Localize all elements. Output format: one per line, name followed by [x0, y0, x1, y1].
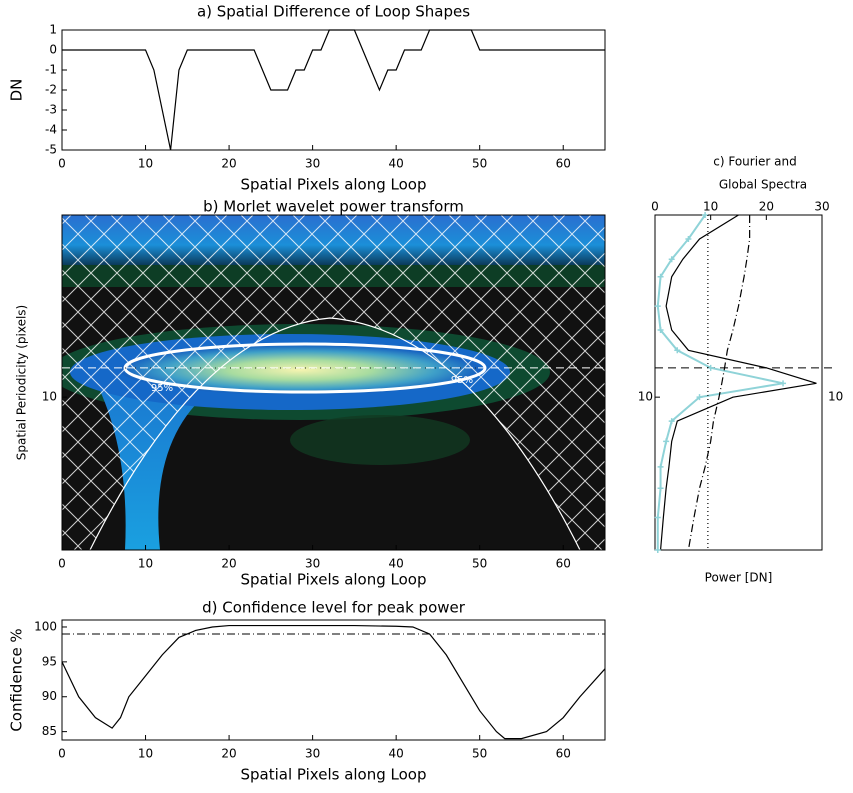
y-axis-label: Confidence % [8, 628, 26, 731]
x-tick-label: 40 [389, 557, 404, 571]
spectrum-marker [654, 303, 661, 310]
x-tick-label: 20 [221, 747, 236, 761]
x-tick-label: 20 [221, 557, 236, 571]
x-tick-label: 30 [305, 557, 320, 571]
contour-label: 95% [451, 375, 473, 386]
spectrum-marker [657, 327, 664, 334]
plot-frame [61, 29, 606, 151]
x-tick-label: 40 [389, 747, 404, 761]
y-tick-label: 1 [49, 23, 57, 37]
spectrum-marker [780, 380, 787, 387]
spectrum-marker [668, 418, 675, 425]
x-tick-label: 60 [556, 157, 571, 171]
y-tick-label: 90 [42, 689, 57, 703]
chart-title: d) Confidence level for peak power [202, 599, 466, 617]
plot-frame [654, 214, 823, 551]
y-tick-label: 0 [49, 43, 57, 57]
map-region [290, 415, 470, 465]
x-tick-label: 0 [651, 200, 659, 214]
y-tick-label: -2 [45, 83, 57, 97]
x-tick-label: 50 [472, 557, 487, 571]
spectrum-marker [668, 256, 675, 263]
spectrum-marker [654, 547, 661, 553]
x-tick-label: 50 [472, 747, 487, 761]
cone-hatch [62, 215, 605, 550]
x-tick-label: 20 [221, 157, 236, 171]
y-tick-label: 95 [42, 654, 57, 668]
y-tick-label: 10 [42, 390, 57, 404]
y-tick-label: 85 [42, 724, 57, 738]
data-line [61, 624, 606, 740]
x-tick-label: 0 [58, 747, 66, 761]
chart-title: a) Spatial Difference of Loop Shapes [197, 3, 470, 21]
spectrum-line [659, 214, 817, 551]
x-tick-label: 10 [703, 200, 718, 214]
spectrum-marker [685, 235, 692, 242]
spectrum-marker [657, 273, 664, 280]
spectrum-line [687, 215, 751, 551]
x-tick-label: 0 [58, 557, 66, 571]
x-tick-label: 30 [814, 200, 829, 214]
x-tick-label: 30 [305, 747, 320, 761]
x-tick-label: 40 [389, 157, 404, 171]
x-tick-label: 50 [472, 157, 487, 171]
y-tick-label: 10 [638, 390, 653, 404]
x-axis-label: Power [DN] [705, 571, 773, 585]
y-tick-label: -5 [45, 143, 57, 157]
y-tick-label: -4 [45, 123, 57, 137]
x-axis-label: Spatial Pixels along Loop [241, 176, 427, 194]
spectrum-marker [707, 364, 714, 371]
x-tick-label: 60 [556, 557, 571, 571]
cone-of-influence [89, 317, 581, 550]
chart-title: b) Morlet wavelet power transform [203, 198, 464, 216]
y-axis-label: Spatial Periodicity (pixels) [15, 305, 29, 460]
spectrum-marker [702, 212, 709, 218]
chart-title: c) Fourier and [713, 155, 797, 169]
spectrum-marker [654, 514, 661, 521]
x-axis-label: Spatial Pixels along Loop [241, 571, 427, 589]
y-tick-label: -3 [45, 103, 57, 117]
plot-frame [61, 619, 606, 741]
spectrum-marker [674, 347, 681, 354]
x-tick-label: 30 [305, 157, 320, 171]
y-tick-label: 10 [828, 390, 843, 404]
x-tick-label: 10 [138, 557, 153, 571]
x-tick-label: 20 [759, 200, 774, 214]
plot-frame [61, 214, 606, 551]
contour-label: 95% [151, 383, 173, 394]
y-tick-label: 100 [34, 619, 57, 633]
spectrum-marker [657, 485, 664, 492]
wavelet-map [62, 215, 605, 550]
spectrum-marker [657, 463, 664, 470]
spectrum-line [656, 214, 784, 550]
chart-title: Global Spectra [719, 178, 807, 192]
x-tick-label: 10 [138, 157, 153, 171]
x-axis-label: Spatial Pixels along Loop [241, 766, 427, 784]
y-tick-label: -1 [45, 63, 57, 77]
x-tick-label: 0 [58, 157, 66, 171]
spectrum-marker [663, 438, 670, 445]
y-axis-label: DN [8, 79, 26, 102]
spectrum-marker [696, 394, 703, 401]
x-tick-label: 60 [556, 747, 571, 761]
data-line [62, 29, 605, 151]
x-tick-label: 10 [138, 747, 153, 761]
